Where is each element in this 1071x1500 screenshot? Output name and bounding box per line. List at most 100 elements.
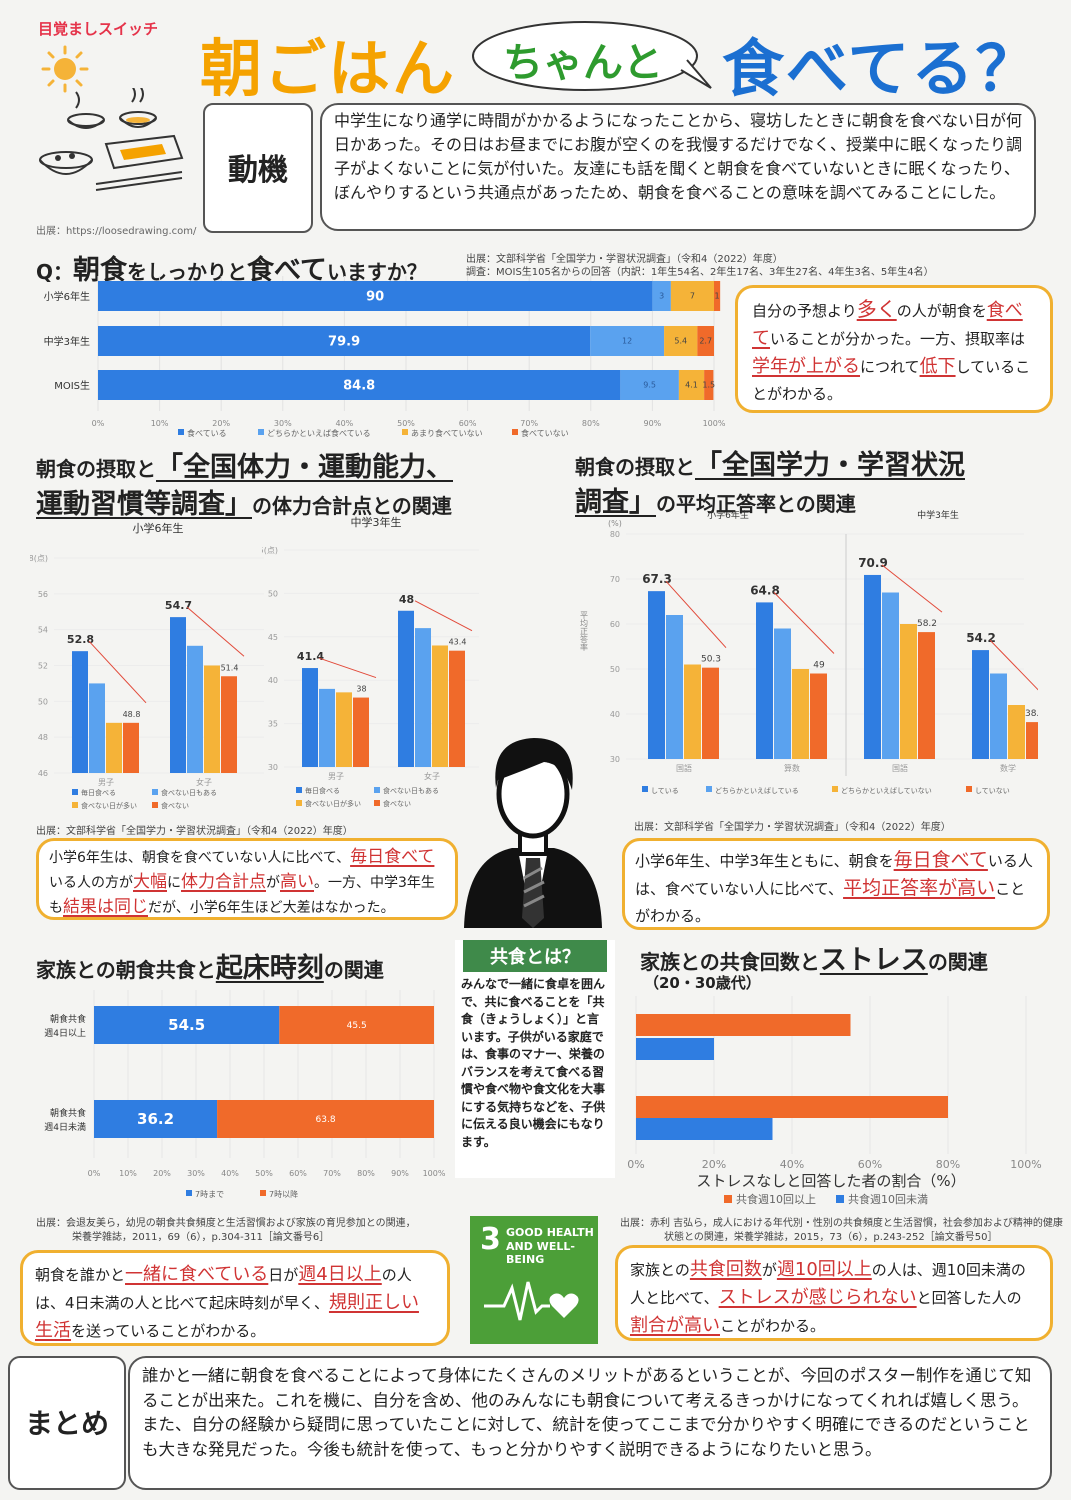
bar xyxy=(678,370,705,400)
tick-label: 40% xyxy=(221,1169,239,1178)
legend-label: 食べない日が多い xyxy=(81,801,137,810)
trend-arrow xyxy=(773,592,835,654)
tick-label: 56 xyxy=(38,590,48,599)
legend-swatch xyxy=(72,789,78,795)
legend-label: 7時まで xyxy=(195,1190,224,1199)
chart-title: 中学3年生 xyxy=(351,515,402,529)
data-label: 7 xyxy=(690,292,695,301)
bar xyxy=(810,673,827,759)
y-axis-label: 平均正答率 xyxy=(580,611,589,652)
tick-label: 30 xyxy=(610,755,620,764)
legend-swatch xyxy=(724,1195,732,1203)
tick-label: 100% xyxy=(423,1169,446,1178)
category-label: 算数 xyxy=(784,763,800,773)
q1-comment: 自分の予想より多くの人が朝食を食べていることが分かった。一方、摂取率は学年が上が… xyxy=(752,297,1031,403)
tag-label: 目覚ましスイッチ xyxy=(38,20,159,38)
category-label: 朝食共食 xyxy=(50,1013,86,1025)
legend-swatch xyxy=(706,786,712,792)
category-label: 数学 xyxy=(1000,763,1016,773)
bar xyxy=(353,697,369,767)
heartbeat-icon xyxy=(484,1281,579,1321)
chart-title: 小学6年生 xyxy=(133,521,184,535)
data-label: 36.2 xyxy=(137,1110,174,1128)
data-label: 41.4 xyxy=(297,650,324,663)
tick-label: 30 xyxy=(268,763,278,772)
tick-label: 20% xyxy=(212,419,230,428)
summary-box: 誰かと一緒に朝食を食べることによって身体にたくさんのメリットがあるということが、… xyxy=(128,1356,1052,1490)
motive-label-box: 動機 xyxy=(203,103,313,233)
category-label: 週4日以上 xyxy=(44,1028,86,1039)
breakfast-rate-chart: 0% 10% 20% 30% 40% 50% 60% 70% 80% 90% 100% 小学6年生 90… xyxy=(44,276,726,438)
bar xyxy=(94,1100,218,1138)
bar xyxy=(94,1006,280,1044)
tick-label: 70% xyxy=(323,1169,341,1178)
legend-label: 7時以降 xyxy=(269,1189,298,1199)
bar xyxy=(319,688,335,767)
data-label: 51.4 xyxy=(221,663,239,672)
tick-label: 55(点) xyxy=(262,546,278,555)
tick-label: 90% xyxy=(391,1169,409,1178)
q1-title: Q：朝食をしっかりと食べていますか？ xyxy=(36,255,427,286)
bar xyxy=(756,602,773,759)
summary-label-box: まとめ xyxy=(8,1356,126,1490)
tick-label: 70 xyxy=(610,575,620,584)
category-label: 小学6年生 xyxy=(44,290,90,303)
q1-source-1: 出展：文部科学省「全国学力・学習状況調査」（令和4（2022）年度） xyxy=(466,254,783,265)
bar xyxy=(990,673,1007,759)
physical-jh3-chart: 中学3年生 30 35 40 45 50 55(点) 41.4 38 男子 48 43.4 女子毎日食べ… xyxy=(262,515,479,808)
tick-label: 45 xyxy=(268,633,278,642)
tick-label: 40% xyxy=(336,419,354,428)
bar xyxy=(123,722,139,773)
tick-label: 50% xyxy=(255,1169,273,1178)
tick-label: 10% xyxy=(151,419,169,428)
bar xyxy=(697,326,714,356)
legend-label: どちらかといえば食べている xyxy=(267,428,371,438)
legend-label: 食べない xyxy=(161,801,189,810)
tick-label: 30% xyxy=(187,1169,205,1178)
legend-label: 食べない日もある xyxy=(383,786,439,795)
tick-label: 50 xyxy=(268,589,278,598)
bar xyxy=(666,615,683,759)
bar xyxy=(89,683,105,773)
tick-label: 0% xyxy=(92,419,105,428)
data-label: 43.4 xyxy=(449,638,467,647)
category-label: 女子 xyxy=(424,771,440,781)
tick-label: 80% xyxy=(357,1169,375,1178)
bar xyxy=(918,632,935,759)
tick-label: 35 xyxy=(268,720,278,729)
stress-subtitle: （20・30歳代） xyxy=(644,974,761,992)
bar xyxy=(652,281,671,311)
legend-swatch xyxy=(512,429,518,435)
data-label: 12 xyxy=(622,337,632,346)
data-label: 64.8 xyxy=(750,583,780,597)
bar xyxy=(900,624,917,759)
bar xyxy=(1026,722,1038,759)
tick-label: 60% xyxy=(289,1169,307,1178)
tick-label: 70% xyxy=(520,419,538,428)
data-label: 63.8 xyxy=(316,1115,336,1125)
data-label: 67.3 xyxy=(642,572,672,586)
sdg-line1: GOOD HEALTH xyxy=(506,1226,594,1239)
group-label: 中学3年生 xyxy=(917,509,959,521)
tick-label: 50% xyxy=(397,419,415,428)
legend-label: 毎日食べる xyxy=(81,788,116,797)
legend-label: していない xyxy=(975,787,1010,795)
data-label: 58.2 xyxy=(917,619,937,629)
stress-source-1: 出展：赤利 吉弘ら，成人における年代別・性別の共食頻度と生活習慣，社会参加および… xyxy=(620,1218,1063,1229)
data-label: 52.8 xyxy=(67,633,94,646)
tick-label: 60 xyxy=(610,620,620,629)
tick-label: 80% xyxy=(936,1158,960,1171)
category-label: 国語 xyxy=(676,763,692,773)
stress-comment-box: 家族との共食回数が週10回以上の人は、週10回未満の人と比べて、ストレスが感じら… xyxy=(615,1245,1053,1341)
kyoshoku-title: 共食とは？ xyxy=(463,940,607,972)
breakfast-illustration xyxy=(39,88,184,191)
tick-label: 90% xyxy=(644,419,662,428)
tick-label: 20% xyxy=(702,1158,726,1171)
category-label: 女子 xyxy=(196,777,212,787)
legend-label: 食べている xyxy=(187,428,227,438)
legend-label: 共食週10回以上 xyxy=(736,1192,816,1206)
wake-time-chart: 0% 10% 20% 30% 40% 50% 60% 70% 80% 90% 100%朝食共食週4日… xyxy=(44,990,446,1199)
legend-swatch xyxy=(642,786,648,792)
trend-arrow xyxy=(318,657,377,679)
category-label: 中学3年生 xyxy=(44,335,90,348)
